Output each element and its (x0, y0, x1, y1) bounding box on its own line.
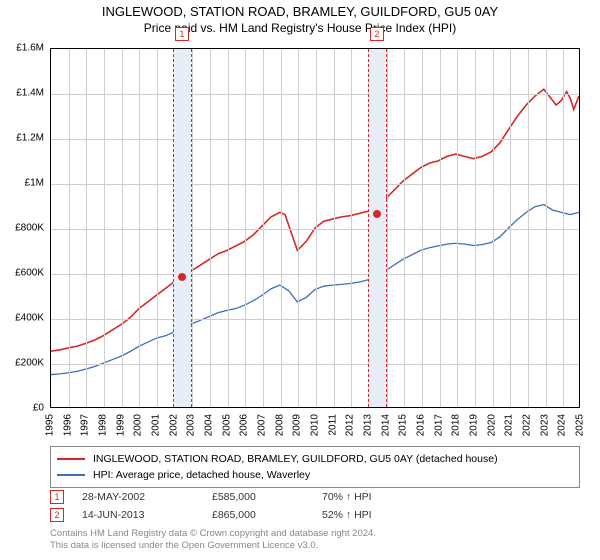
plot-area: 12 (50, 48, 580, 408)
x-tick-label: 2022 (522, 414, 533, 436)
transaction-date: 14-JUN-2013 (82, 509, 212, 521)
legend-swatch (57, 458, 85, 460)
transaction-hpi: 52% ↑ HPI (322, 509, 442, 521)
title-address: INGLEWOOD, STATION ROAD, BRAMLEY, GUILDF… (0, 4, 600, 19)
legend: INGLEWOOD, STATION ROAD, BRAMLEY, GUILDF… (50, 446, 580, 488)
legend-row: INGLEWOOD, STATION ROAD, BRAMLEY, GUILDF… (57, 451, 573, 467)
transaction-marker-badge: 1 (175, 27, 189, 41)
chart-lines (51, 49, 579, 407)
x-tick-label: 2011 (327, 414, 338, 436)
x-tick-label: 2023 (539, 414, 550, 436)
x-tick-label: 2014 (380, 414, 391, 436)
x-tick-label: 2001 (151, 414, 162, 436)
transaction-badge: 1 (50, 490, 64, 504)
x-tick-label: 2006 (239, 414, 250, 436)
x-tick-label: 1998 (98, 414, 109, 436)
x-tick-label: 2021 (504, 414, 515, 436)
transaction-row: 2 14-JUN-2013£865,00052% ↑ HPI (50, 506, 580, 524)
x-tick-label: 2005 (221, 414, 232, 436)
y-tick-label: £400K (15, 313, 44, 324)
y-tick-label: £0 (33, 403, 44, 414)
x-tick-label: 1997 (80, 414, 91, 436)
y-axis: £0£200K£400K£600K£800K£1M£1.2M£1.4M£1.6M (0, 48, 48, 408)
y-tick-label: £200K (15, 358, 44, 369)
x-tick-label: 2009 (292, 414, 303, 436)
chart-container: INGLEWOOD, STATION ROAD, BRAMLEY, GUILDF… (0, 0, 600, 560)
x-tick-label: 2024 (557, 414, 568, 436)
footer-line1: Contains HM Land Registry data © Crown c… (50, 528, 580, 540)
y-tick-label: £600K (15, 268, 44, 279)
x-tick-label: 1996 (62, 414, 73, 436)
transaction-date: 28-MAY-2002 (82, 491, 212, 503)
y-tick-label: £1M (25, 178, 44, 189)
legend-swatch (57, 474, 85, 476)
series-price_paid (51, 89, 579, 351)
x-tick-label: 2016 (416, 414, 427, 436)
series-hpi (51, 205, 579, 375)
transaction-table: 1 28-MAY-2002£585,00070% ↑ HPI 2 14-JUN-201… (50, 488, 580, 524)
x-tick-label: 2002 (168, 414, 179, 436)
x-tick-label: 2008 (274, 414, 285, 436)
footer: Contains HM Land Registry data © Crown c… (50, 528, 580, 552)
transaction-row: 1 28-MAY-2002£585,00070% ↑ HPI (50, 488, 580, 506)
transaction-hpi: 70% ↑ HPI (322, 491, 442, 503)
x-tick-label: 2020 (486, 414, 497, 436)
x-tick-label: 2007 (257, 414, 268, 436)
footer-line2: This data is licensed under the Open Gov… (50, 540, 580, 552)
x-axis: 1995199619971998199920002001200220032004… (50, 410, 580, 442)
x-tick-label: 1999 (115, 414, 126, 436)
transaction-badge: 2 (50, 508, 64, 522)
transaction-price: £585,000 (212, 491, 322, 503)
transaction-marker-badge: 2 (370, 27, 384, 41)
x-tick-label: 2003 (186, 414, 197, 436)
transaction-marker-dot (178, 273, 186, 281)
title-subtitle: Price paid vs. HM Land Registry's House … (0, 21, 600, 35)
x-tick-label: 2013 (363, 414, 374, 436)
x-tick-label: 2019 (469, 414, 480, 436)
x-tick-label: 2004 (204, 414, 215, 436)
y-tick-label: £1.6M (16, 43, 44, 54)
x-tick-label: 2012 (345, 414, 356, 436)
x-tick-label: 2015 (398, 414, 409, 436)
x-tick-label: 2025 (575, 414, 586, 436)
x-tick-label: 2018 (451, 414, 462, 436)
x-tick-label: 2017 (433, 414, 444, 436)
legend-row: HPI: Average price, detached house, Wave… (57, 467, 573, 483)
x-tick-label: 2010 (310, 414, 321, 436)
legend-label: INGLEWOOD, STATION ROAD, BRAMLEY, GUILDF… (93, 453, 498, 465)
y-tick-label: £1.4M (16, 88, 44, 99)
transaction-price: £865,000 (212, 509, 322, 521)
title-block: INGLEWOOD, STATION ROAD, BRAMLEY, GUILDF… (0, 0, 600, 35)
y-tick-label: £800K (15, 223, 44, 234)
transaction-marker-dot (373, 210, 381, 218)
y-tick-label: £1.2M (16, 133, 44, 144)
x-tick-label: 2000 (133, 414, 144, 436)
x-tick-label: 1995 (45, 414, 56, 436)
legend-label: HPI: Average price, detached house, Wave… (93, 469, 310, 481)
